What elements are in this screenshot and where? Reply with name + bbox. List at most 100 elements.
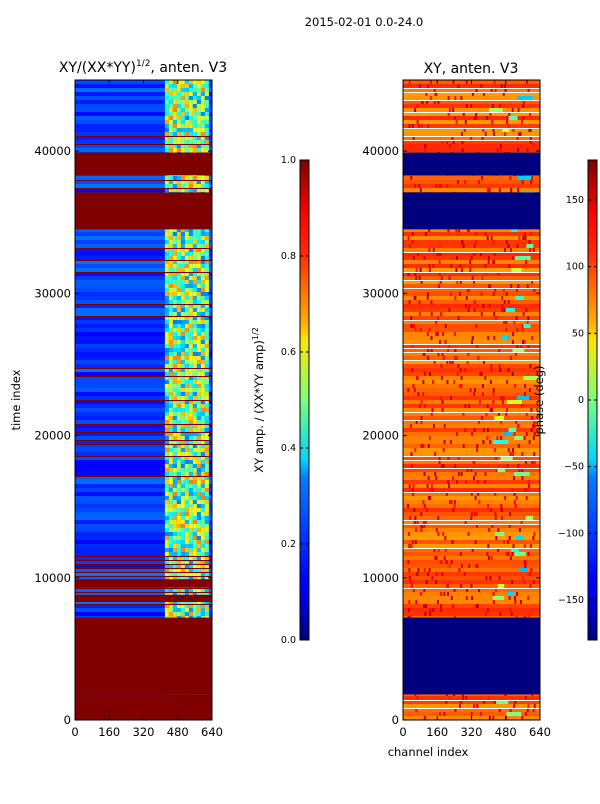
heatmap-stripe	[470, 584, 473, 588]
heatmap-cell	[196, 240, 201, 244]
heatmap-row	[75, 348, 212, 352]
heatmap-row	[403, 124, 540, 128]
colorbar-tick-label: 0.8	[281, 251, 296, 262]
heatmap-stripe	[407, 236, 410, 240]
heatmap-stripe	[499, 104, 502, 108]
heatmap-stripe	[422, 520, 425, 524]
heatmap-cell	[188, 488, 193, 492]
heatmap-cell	[164, 524, 169, 528]
heatmap-cell	[200, 308, 205, 312]
heatmap-cell	[176, 424, 181, 428]
heatmap-cell	[192, 528, 197, 532]
heatmap-cell	[184, 188, 189, 192]
heatmap-cell	[188, 520, 193, 524]
heatmap-stripe	[477, 604, 480, 608]
heatmap-stripe	[495, 536, 498, 540]
heatmap-row	[403, 508, 540, 512]
heatmap-cell	[184, 444, 189, 448]
heatmap-cell	[172, 132, 177, 136]
heatmap-cell	[184, 428, 189, 432]
y-tick-label: 20000	[34, 429, 71, 443]
heatmap-stripe	[449, 440, 452, 444]
heatmap-cell	[168, 364, 173, 368]
heatmap-cell	[172, 428, 177, 432]
heatmap-cell	[204, 452, 209, 456]
heatmap-stripe	[465, 80, 468, 84]
heatmap-blob	[494, 532, 505, 536]
heatmap-stripe	[481, 392, 484, 396]
heatmap-blob	[507, 592, 515, 596]
heatmap-cell	[192, 448, 197, 452]
y-tick-label: 30000	[34, 286, 71, 300]
heatmap-stripe	[525, 432, 528, 436]
heatmap-row	[75, 420, 212, 424]
heatmap-cell	[176, 408, 181, 412]
heatmap-cell	[184, 120, 189, 124]
heatmap-stripe	[516, 136, 519, 140]
heatmap-cell	[180, 348, 185, 352]
heatmap-cell	[176, 540, 181, 544]
heatmap-cell	[192, 588, 197, 592]
heatmap-cell	[176, 400, 181, 404]
heatmap-cell	[176, 356, 181, 360]
heatmap-cell	[180, 136, 185, 140]
heatmap-cell	[164, 508, 169, 512]
heatmap-cell	[200, 344, 205, 348]
heatmap-cell	[188, 576, 193, 580]
heatmap-stripe	[445, 140, 448, 144]
heatmap-stripe	[448, 696, 451, 700]
heatmap-row	[75, 612, 212, 616]
heatmap-cell	[196, 480, 201, 484]
heatmap-stripe	[410, 584, 413, 588]
heatmap-cell	[192, 560, 197, 564]
heatmap-stripe	[469, 388, 472, 392]
heatmap-cell	[168, 96, 173, 100]
heatmap-cell	[168, 340, 173, 344]
heatmap-cell	[196, 336, 201, 340]
heatmap-cell	[196, 384, 201, 388]
heatmap-cell	[192, 268, 197, 272]
heatmap-cell	[204, 524, 209, 528]
gap-line	[403, 88, 540, 89]
heatmap-stripe	[457, 228, 460, 232]
heatmap-stripe	[521, 716, 524, 720]
heatmap-stripe	[506, 120, 509, 124]
heatmap-row	[75, 564, 212, 568]
heatmap-cell	[180, 248, 185, 252]
heatmap-cell	[204, 312, 209, 316]
heatmap-stripe	[532, 144, 535, 148]
heatmap-row	[75, 604, 212, 608]
heatmap-row	[403, 92, 540, 96]
heatmap-stripe	[452, 476, 455, 480]
heatmap-cell	[192, 96, 197, 100]
heatmap-cell	[184, 600, 189, 604]
heatmap-cell	[192, 136, 197, 140]
heatmap-cell	[188, 552, 193, 556]
heatmap-cell	[168, 256, 173, 260]
heatmap-stripe	[454, 708, 457, 712]
heatmap-cell	[200, 540, 205, 544]
heatmap-cell	[200, 280, 205, 284]
heatmap-stripe	[512, 332, 515, 336]
heatmap-stripe	[471, 432, 474, 436]
heatmap-row	[403, 580, 540, 584]
heatmap-cell	[168, 268, 173, 272]
heatmap-cell	[172, 148, 177, 152]
heatmap-cell	[176, 592, 181, 596]
heatmap-stripe	[532, 580, 535, 584]
heatmap-stripe	[435, 556, 438, 560]
heatmap-cell	[204, 284, 209, 288]
heatmap-row	[75, 432, 212, 436]
heatmap-stripe	[530, 176, 533, 180]
heatmap-cell	[196, 344, 201, 348]
heatmap-stripe	[416, 104, 419, 108]
heatmap-cell	[168, 564, 173, 568]
heatmap-cell	[192, 184, 197, 188]
heatmap-cell	[188, 460, 193, 464]
heatmap-stripe	[492, 600, 495, 604]
heatmap-row	[75, 436, 212, 440]
heatmap-stripe	[529, 396, 532, 400]
heatmap-stripe	[472, 476, 475, 480]
heatmap-cell	[164, 236, 169, 240]
